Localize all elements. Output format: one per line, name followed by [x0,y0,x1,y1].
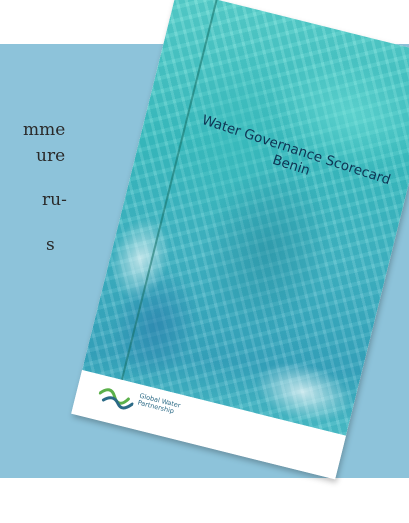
publisher-name: Global Water Partnership [137,392,182,418]
wave-logo-icon [98,388,134,410]
background-text-line-1: mme [23,120,66,140]
background-text-line-4: s [46,235,55,255]
background-text-line-2: ure [36,146,66,166]
booklet-footer: Global Water Partnership [71,369,346,480]
background-text-line-3: ru- [42,190,67,210]
booklet-cover: Water Governance Scorecard Benin Global … [71,0,409,480]
